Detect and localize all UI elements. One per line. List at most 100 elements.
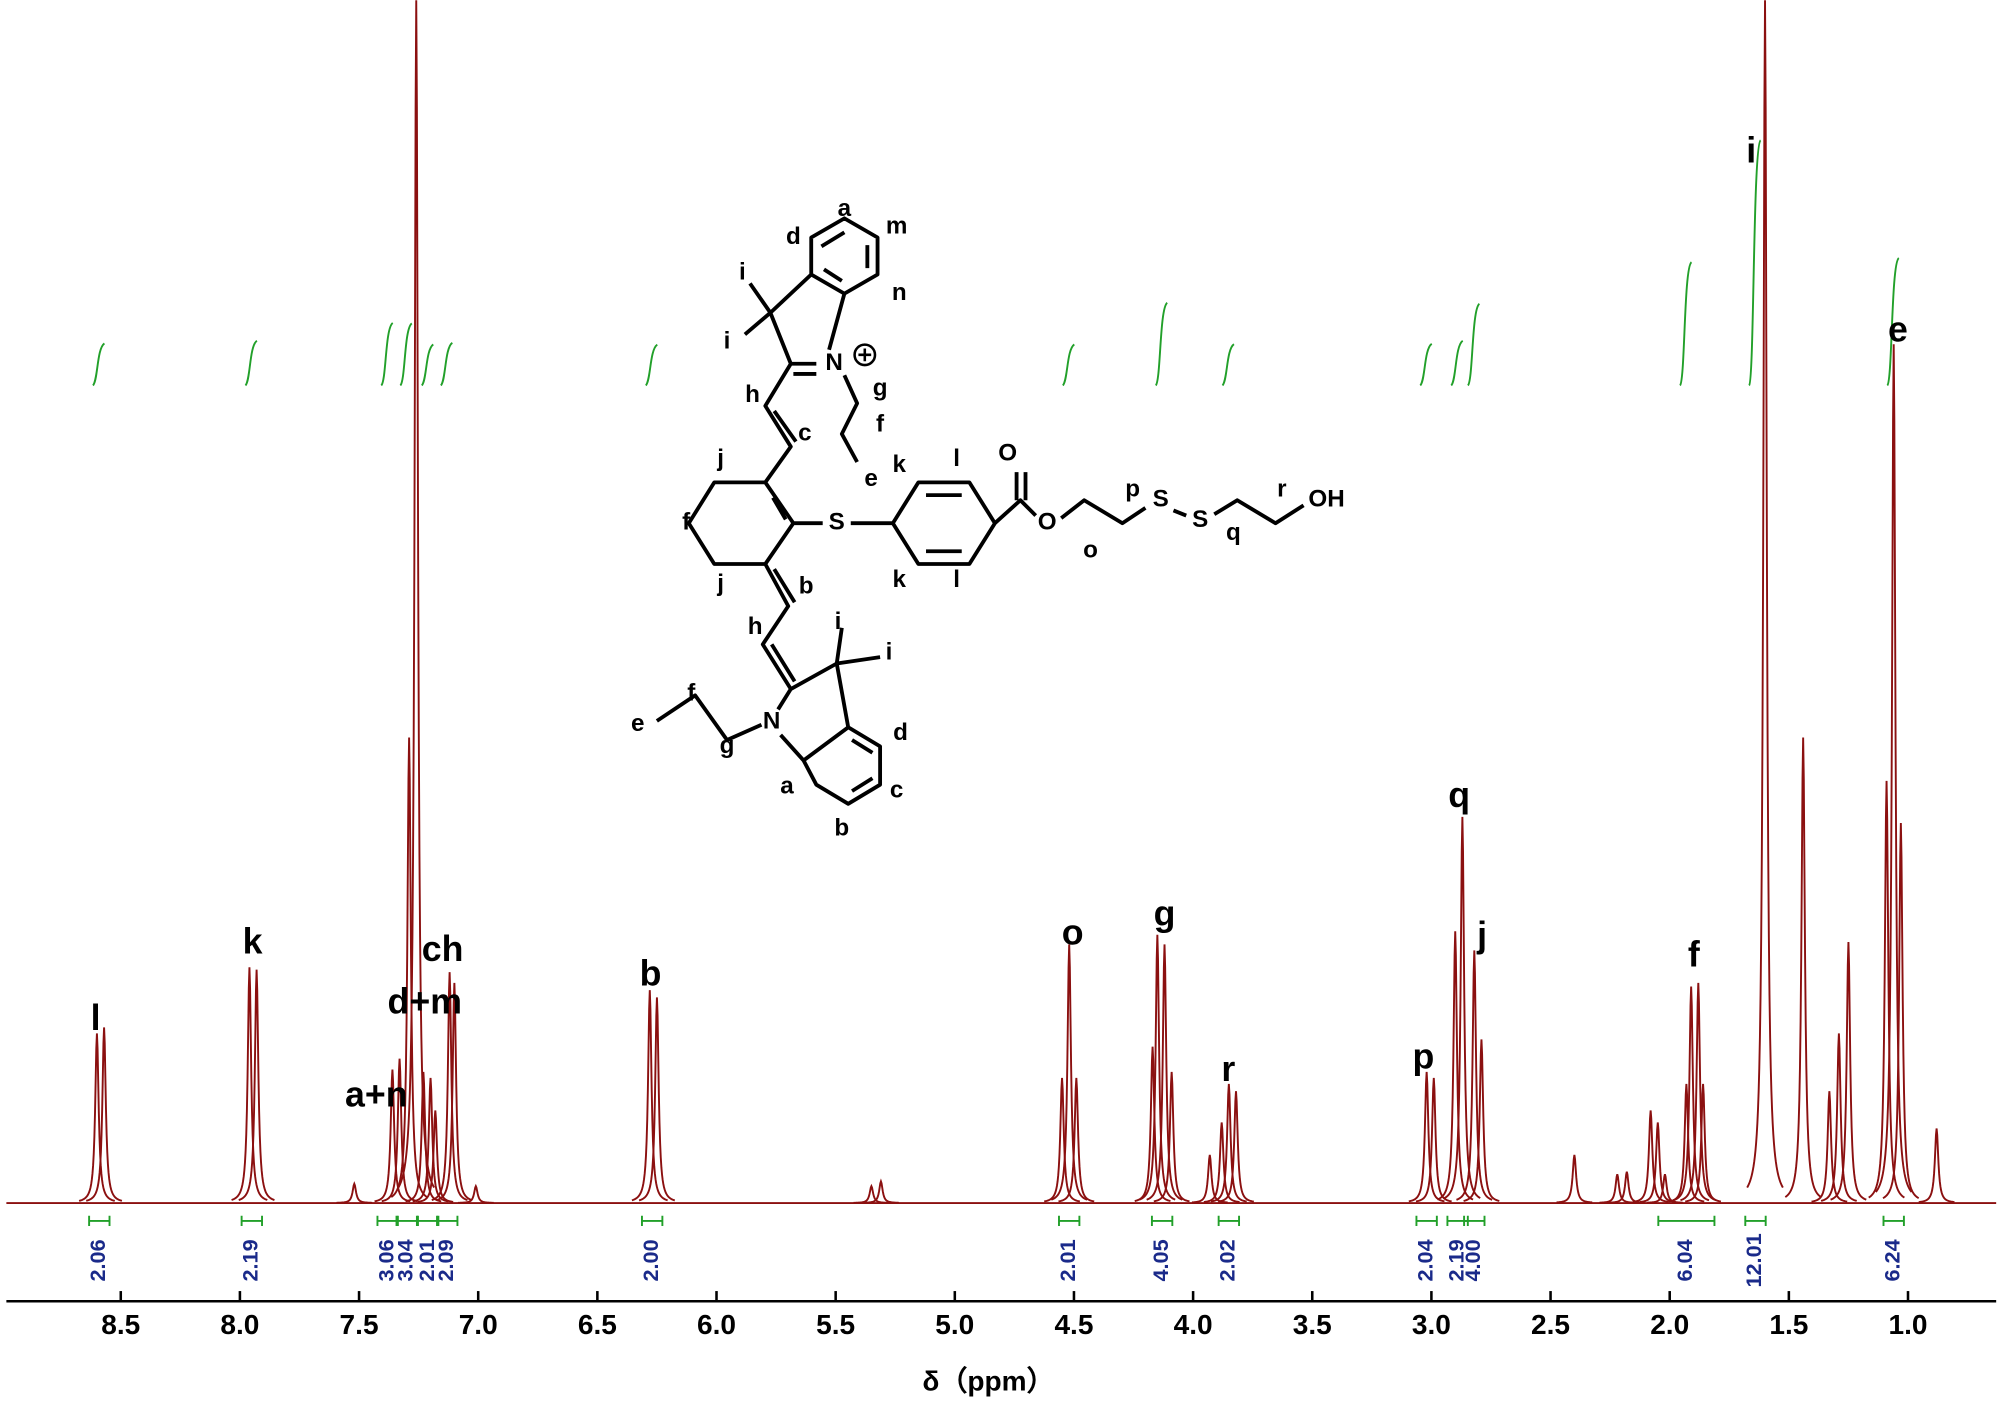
structure-label: OH	[1308, 486, 1344, 513]
structure-label: h	[745, 381, 760, 408]
integral-label: 2.01	[1055, 1239, 1080, 1281]
structure-label: m	[886, 213, 908, 240]
charge-plus	[858, 348, 872, 362]
integral-bracket	[395, 1215, 418, 1227]
x-tick-label: 3.5	[1293, 1309, 1332, 1340]
structure-label: d	[893, 719, 908, 746]
spectrum-peak	[1868, 780, 1905, 1199]
structure-label: b	[799, 572, 814, 599]
x-tick-label: 6.0	[697, 1309, 736, 1340]
spectrum-peak	[1918, 1128, 1955, 1204]
structure-label: o	[1083, 537, 1098, 564]
spectrum-peak	[1437, 931, 1474, 1201]
structure-label: i	[739, 259, 746, 286]
integral-label: 2.19	[238, 1239, 263, 1281]
spectrum-peak	[1456, 950, 1493, 1201]
integral-bracket	[1463, 1215, 1486, 1227]
integral-bracket	[1882, 1215, 1905, 1227]
peak-label: f	[1688, 934, 1700, 974]
integral-label: 6.04	[1672, 1239, 1697, 1281]
integral-curve	[1679, 261, 1693, 387]
spectrum-peak	[1672, 986, 1710, 1202]
x-tick-label: 8.0	[220, 1309, 259, 1340]
structure-label: d	[786, 223, 801, 250]
peak-label: e	[1888, 309, 1908, 349]
integral-curve	[644, 343, 658, 387]
spectrum-peak	[631, 990, 668, 1202]
integral-label: 2.09	[433, 1239, 458, 1281]
spectrum-peak	[1556, 1154, 1593, 1204]
structure-label: S	[1192, 506, 1208, 533]
spectrum-peak	[1599, 1173, 1636, 1204]
spectrum-peak	[85, 1027, 123, 1202]
structure-label: i	[724, 327, 731, 354]
x-axis-label: δ（ppm）	[922, 1364, 1054, 1396]
structure-label: l	[953, 566, 960, 593]
spectrum-peak	[238, 969, 275, 1201]
structure-label: N	[763, 708, 781, 735]
spectrum-peak	[417, 1110, 454, 1203]
integral-label: 2.00	[638, 1239, 663, 1281]
spectrum-peak	[1882, 822, 1920, 1199]
spectrum-peak	[1153, 1071, 1190, 1203]
spectrum-peak	[1608, 1171, 1645, 1204]
peak-label: q	[1448, 775, 1470, 815]
structure-label: c	[798, 419, 811, 446]
integral-bracket	[1657, 1215, 1716, 1227]
spectrum-peak	[390, 737, 428, 1198]
integral-label: 4.05	[1148, 1239, 1173, 1281]
integral-curve	[380, 322, 394, 387]
integral-label: 6.24	[1879, 1239, 1904, 1281]
spectrum-peak	[1210, 1083, 1247, 1203]
spectrum-peak	[78, 1033, 116, 1202]
spectrum-peak	[1058, 1077, 1095, 1203]
structure-label: c	[890, 776, 903, 803]
integral-curve	[1450, 339, 1464, 387]
integral-label: 12.01	[1741, 1233, 1766, 1287]
spectrum-peak	[1784, 737, 1822, 1198]
structure-label: S	[1153, 486, 1169, 513]
spectrum-peak	[457, 1183, 494, 1204]
spectrum-peak	[1680, 982, 1717, 1202]
x-tick-label: 5.5	[816, 1309, 855, 1340]
structure-label: k	[892, 566, 906, 593]
integral-bracket	[641, 1215, 664, 1227]
spectrum-peak	[1134, 1046, 1171, 1202]
structure-label: e	[864, 465, 877, 492]
integral-label: 4.00	[1460, 1239, 1485, 1281]
structure-label: e	[631, 710, 644, 737]
integral-bracket	[1058, 1215, 1081, 1227]
integral-bracket	[88, 1215, 111, 1227]
spectrum-peak	[1050, 944, 1088, 1201]
integral-curve	[1419, 343, 1433, 387]
spectrum-peak	[374, 1069, 411, 1203]
structure-label: n	[892, 279, 907, 306]
structure-label: f	[682, 509, 691, 536]
structure-label: k	[892, 451, 906, 478]
spectrum-peak	[1685, 1083, 1722, 1203]
integral-bracket	[1744, 1215, 1767, 1227]
molecule-structure	[655, 216, 1305, 806]
peak-label: ch	[422, 929, 464, 969]
structure-label: l	[953, 445, 960, 472]
integral-bracket	[240, 1215, 263, 1227]
charge-circle	[853, 343, 877, 367]
spectrum-peak	[1647, 1173, 1683, 1204]
structure-label: a	[838, 195, 852, 222]
integral-label: 3.04	[392, 1239, 417, 1281]
structure-label: b	[834, 815, 849, 842]
x-tick-label: 3.0	[1412, 1309, 1451, 1340]
spectrum-peak	[336, 1181, 373, 1204]
spectrum-peak	[1217, 1091, 1255, 1203]
peak-label: k	[243, 922, 263, 962]
integral-curve	[244, 339, 258, 387]
integral-bracket	[1415, 1215, 1438, 1227]
integral-curve	[92, 342, 106, 387]
structure-label: j	[716, 445, 724, 472]
integral-curve	[440, 342, 454, 387]
x-tick-label: 8.5	[101, 1309, 140, 1340]
structure-label: f	[876, 410, 885, 437]
x-tick-label: 6.5	[578, 1309, 617, 1340]
integral-bracket	[417, 1215, 440, 1227]
